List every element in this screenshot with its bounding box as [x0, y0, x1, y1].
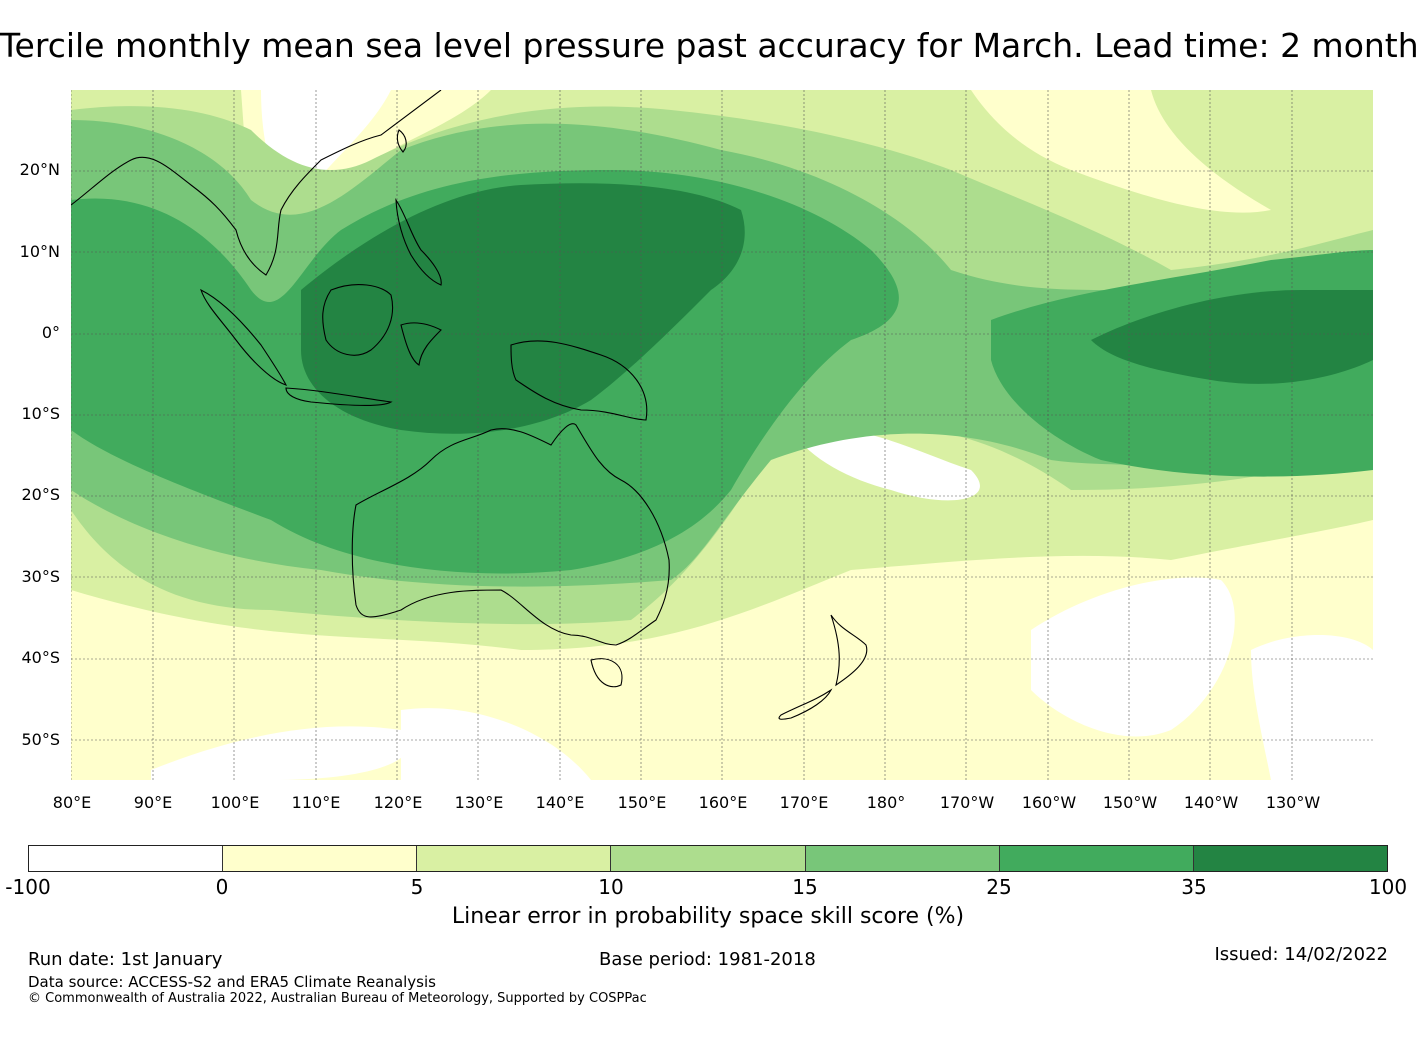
colorbar-swatch-35-100 [1193, 846, 1387, 871]
lon-label-80e: 80°E [52, 793, 92, 812]
run-date: Run date: 1st January [28, 949, 223, 970]
colorbar-tick: 100 [1368, 875, 1408, 899]
lon-label-160w: 160°W [1021, 793, 1077, 812]
lon-label-130e: 130°E [454, 793, 504, 812]
colorbar-tick: 25 [986, 875, 1012, 899]
colorbar-swatch-25-35 [999, 846, 1194, 871]
lon-label-150w: 150°W [1102, 793, 1158, 812]
lon-label-140w: 140°W [1183, 793, 1239, 812]
coast-borneo [322, 284, 394, 356]
colorbar-swatch-0-5 [223, 846, 418, 871]
lon-label-170e: 170°E [779, 793, 829, 812]
coast-philippines [395, 198, 442, 286]
issued-date: Issued: 14/02/2022 [1214, 944, 1388, 965]
map-title: Tercile monthly mean sea level pressure … [0, 26, 1416, 65]
colorbar-swatch-neg100-0 [29, 846, 224, 871]
lat-label-20n: 20°N [19, 160, 60, 179]
coast-australia [351, 423, 670, 646]
lon-label-180: 180° [866, 793, 906, 812]
coast-new-zealand-north [830, 614, 868, 687]
coast-sulawesi [400, 322, 442, 366]
coast-sumatra [200, 288, 288, 386]
coast-new-guinea [510, 340, 648, 421]
colorbar-tick: 10 [598, 875, 624, 899]
colorbar-tick: 15 [792, 875, 818, 899]
coast-taiwan [396, 129, 407, 153]
lat-label-50s: 50°S [21, 730, 60, 749]
lat-label-20s: 20°S [21, 485, 60, 504]
colorbar [28, 845, 1388, 872]
lon-label-170w: 170°W [939, 793, 995, 812]
lat-label-equator: 0° [41, 323, 60, 342]
colorbar-swatch-5-10 [417, 846, 612, 871]
lon-label-120e: 120°E [373, 793, 423, 812]
lat-label-40s: 40°S [21, 648, 60, 667]
lat-label-30s: 30°S [21, 567, 60, 586]
coast-new-zealand-south [778, 688, 833, 720]
lat-label-10s: 10°S [21, 404, 60, 423]
lon-label-100e: 100°E [210, 793, 260, 812]
lat-label-10n: 10°N [19, 242, 60, 261]
colorbar-tick: 5 [410, 875, 424, 899]
copyright: © Commonwealth of Australia 2022, Austra… [28, 991, 647, 1006]
lon-label-140e: 140°E [535, 793, 585, 812]
colorbar-label: Linear error in probability space skill … [451, 904, 965, 929]
coast-tasmania [590, 658, 623, 688]
colorbar-tick: -100 [5, 875, 51, 899]
lon-label-160e: 160°E [698, 793, 748, 812]
lon-label-90e: 90°E [133, 793, 173, 812]
lon-label-150e: 150°E [617, 793, 667, 812]
colorbar-tick: 35 [1181, 875, 1207, 899]
colorbar-tick: 0 [215, 875, 229, 899]
coast-java [285, 387, 393, 407]
colorbar-swatch-10-15 [611, 846, 806, 871]
base-period: Base period: 1981-2018 [599, 949, 816, 970]
lon-label-110e: 110°E [291, 793, 341, 812]
colorbar-swatch-15-25 [805, 846, 1000, 871]
skill-score-map [71, 90, 1373, 780]
data-source: Data source: ACCESS-S2 and ERA5 Climate … [28, 973, 436, 991]
coast-asia-mainland [71, 90, 442, 276]
skill-field [71, 90, 1373, 780]
lon-label-130w: 130°W [1265, 793, 1321, 812]
coastlines [71, 90, 868, 720]
